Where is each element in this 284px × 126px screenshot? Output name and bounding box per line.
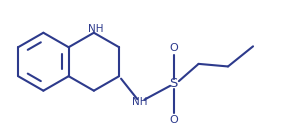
Text: NH: NH (132, 97, 147, 107)
Text: S: S (169, 77, 178, 90)
Text: O: O (169, 43, 178, 53)
Text: O: O (169, 115, 178, 125)
Text: NH: NH (87, 24, 103, 34)
